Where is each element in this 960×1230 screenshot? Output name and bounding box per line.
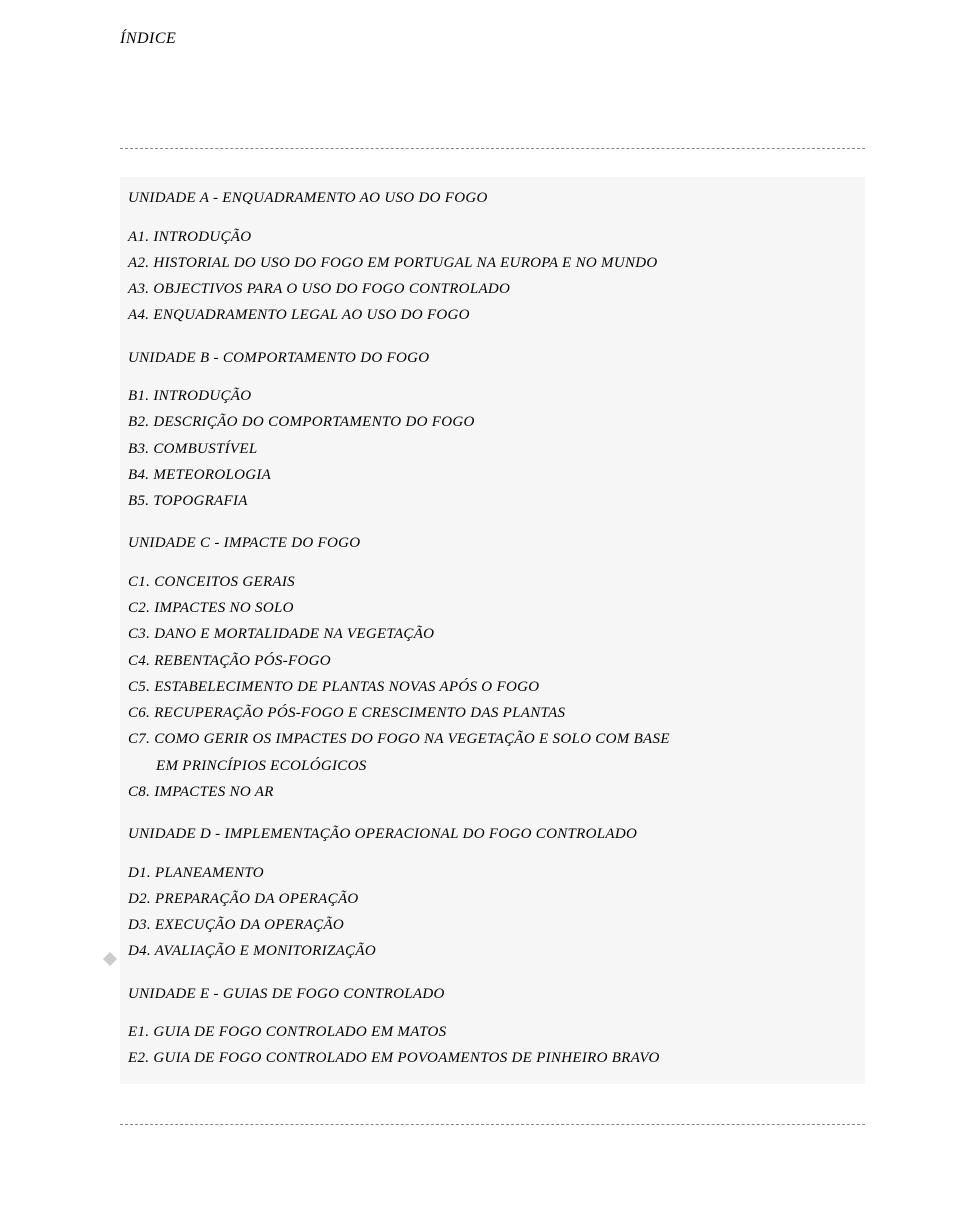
item-c5: C5. ESTABELECIMENTO DE PLANTAS NOVAS APÓ… bbox=[128, 674, 857, 700]
item-b5: B5. TOPOGRAFIA bbox=[128, 488, 857, 514]
unit-a-header: UNIDADE A - ENQUADRAMENTO AO USO DO FOGO bbox=[128, 187, 857, 210]
item-c8: C8. IMPACTES NO AR bbox=[128, 779, 857, 805]
item-b3: B3. COMBUSTÍVEL bbox=[128, 436, 857, 462]
item-b1: B1. INTRODUÇÃO bbox=[128, 383, 857, 409]
item-a2: A2. HISTORIAL DO USO DO FOGO EM PORTUGAL… bbox=[128, 250, 857, 276]
item-c6: C6. RECUPERAÇÃO PÓS-FOGO E CRESCIMENTO D… bbox=[128, 700, 857, 726]
item-c3: C3. DANO E MORTALIDADE NA VEGETAÇÃO bbox=[128, 621, 857, 647]
marker-icon bbox=[103, 952, 117, 966]
item-a3: A3. OBJECTIVOS PARA O USO DO FOGO CONTRO… bbox=[128, 276, 857, 302]
item-c7: C7. COMO GERIR OS IMPACTES DO FOGO NA VE… bbox=[128, 726, 857, 752]
unit-d-header: UNIDADE D - IMPLEMENTAÇÃO OPERACIONAL DO… bbox=[128, 823, 857, 846]
item-d3: D3. EXECUÇÃO DA OPERAÇÃO bbox=[128, 912, 857, 938]
item-e2: E2. GUIA DE FOGO CONTROLADO EM POVOAMENT… bbox=[128, 1045, 857, 1071]
item-c4: C4. REBENTAÇÃO PÓS-FOGO bbox=[128, 648, 857, 674]
item-d1: D1. PLANEAMENTO bbox=[128, 860, 857, 886]
index-content: UNIDADE A - ENQUADRAMENTO AO USO DO FOGO… bbox=[120, 177, 865, 1084]
separator-top bbox=[120, 148, 865, 149]
item-c2: C2. IMPACTES NO SOLO bbox=[128, 595, 857, 621]
unit-b-header: UNIDADE B - COMPORTAMENTO DO FOGO bbox=[128, 347, 857, 370]
page-title: ÍNDICE bbox=[120, 30, 865, 48]
unit-e-header: UNIDADE E - GUIAS DE FOGO CONTROLADO bbox=[128, 983, 857, 1006]
item-a4: A4. ENQUADRAMENTO LEGAL AO USO DO FOGO bbox=[128, 302, 857, 328]
item-b2: B2. DESCRIÇÃO DO COMPORTAMENTO DO FOGO bbox=[128, 409, 857, 435]
item-d4: D4. AVALIAÇÃO E MONITORIZAÇÃO bbox=[128, 938, 857, 964]
separator-bottom bbox=[120, 1124, 865, 1125]
item-c7-cont: EM PRINCÍPIOS ECOLÓGICOS bbox=[128, 753, 857, 779]
item-a1: A1. INTRODUÇÃO bbox=[128, 224, 857, 250]
item-c1: C1. CONCEITOS GERAIS bbox=[128, 569, 857, 595]
item-b4: B4. METEOROLOGIA bbox=[128, 462, 857, 488]
item-e1: E1. GUIA DE FOGO CONTROLADO EM MATOS bbox=[128, 1019, 857, 1045]
item-d2: D2. PREPARAÇÃO DA OPERAÇÃO bbox=[128, 886, 857, 912]
unit-c-header: UNIDADE C - IMPACTE DO FOGO bbox=[128, 532, 857, 555]
